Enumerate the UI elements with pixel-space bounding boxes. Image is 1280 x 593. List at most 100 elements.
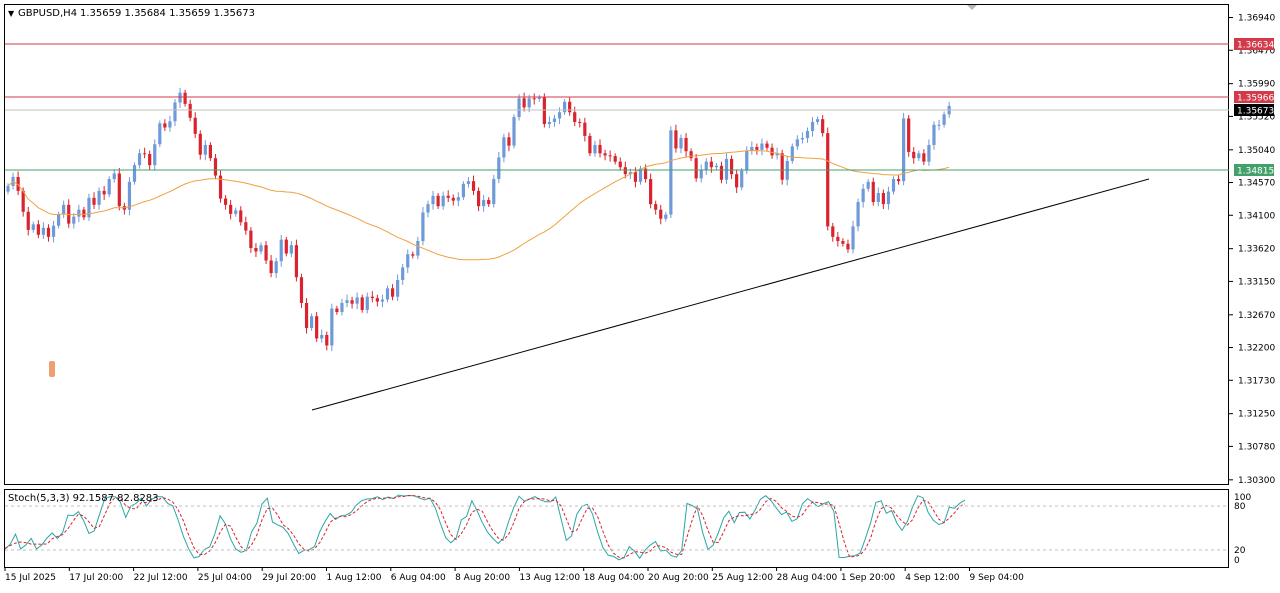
- candles-group: [6, 87, 951, 352]
- candle-body: [325, 335, 329, 346]
- candle-body: [755, 147, 759, 150]
- candle-body: [760, 143, 764, 150]
- candle-body: [805, 131, 810, 138]
- candle-body: [745, 150, 749, 171]
- candle-body: [795, 139, 799, 147]
- candle-body: [249, 230, 253, 248]
- candle-body: [330, 308, 334, 346]
- candle-body: [659, 209, 663, 219]
- candle-body: [269, 260, 273, 274]
- collapse-arrow-icon[interactable]: ▼: [8, 9, 15, 18]
- candle-body: [699, 170, 703, 179]
- candle-body: [158, 123, 162, 145]
- scroll-marker-icon[interactable]: [967, 5, 977, 10]
- time-tick-label: 1 Sep 20:00: [841, 573, 896, 583]
- candle-body: [517, 98, 521, 118]
- candle-body: [937, 124, 941, 126]
- candle-body: [173, 102, 177, 122]
- candle-body: [674, 130, 678, 149]
- time-tick-label: 17 Jul 20:00: [69, 573, 123, 583]
- ohlc-readout: 1.35659 1.35684 1.35659 1.35673: [80, 8, 255, 19]
- candle-body: [259, 245, 263, 252]
- candle-body: [340, 302, 344, 313]
- time-tick-label: 13 Aug 12:00: [519, 573, 580, 583]
- candle-body: [26, 211, 30, 230]
- current-price-tag-text: 1.35673: [1237, 107, 1274, 117]
- candle-body: [547, 121, 552, 125]
- candle-body: [527, 98, 531, 108]
- candle-body: [441, 195, 445, 207]
- time-tick-label: 25 Aug 12:00: [712, 573, 773, 583]
- candle-body: [396, 280, 400, 297]
- candle-body: [588, 135, 592, 154]
- candle-body: [654, 204, 658, 210]
- candle-body: [552, 118, 557, 122]
- candle-body: [51, 225, 56, 237]
- candle-body: [72, 216, 76, 224]
- candle-body: [487, 199, 491, 205]
- candle-body: [932, 124, 936, 145]
- candle-body: [770, 147, 774, 156]
- candle-body: [633, 172, 638, 182]
- candle-body: [765, 143, 769, 148]
- candle-body: [16, 176, 20, 191]
- price-tick-label: 1.36940: [1238, 14, 1275, 24]
- candle-body: [223, 198, 228, 205]
- candle-body: [406, 254, 410, 268]
- candle-body: [613, 156, 617, 162]
- time-axis: 15 Jul 2025 17 Jul 20:00 22 Jul 12:00 25 Ju…: [4, 567, 1024, 583]
- candle-body: [714, 165, 718, 168]
- candle-body: [416, 241, 420, 256]
- candle-body: [390, 288, 395, 297]
- time-tick-label: 28 Aug 04:00: [777, 573, 838, 583]
- candle-body: [360, 297, 364, 310]
- stoch-upper-label: 80: [1234, 502, 1246, 512]
- candle-body: [274, 261, 278, 274]
- resistance-tag-1-text: 1.36634: [1237, 41, 1274, 51]
- trendline[interactable]: [311, 178, 1150, 411]
- candle-body: [664, 214, 668, 219]
- candle-body: [476, 190, 481, 207]
- candle-body: [689, 151, 693, 159]
- candle-body: [411, 254, 415, 256]
- candle-body: [315, 316, 319, 339]
- candle-body: [557, 112, 562, 119]
- candle-body: [87, 197, 91, 218]
- candle-body: [431, 195, 435, 205]
- candle-body: [239, 210, 243, 223]
- candle-body: [117, 173, 121, 207]
- candle-body: [618, 161, 622, 168]
- candle-body: [62, 204, 66, 215]
- candle-body: [299, 277, 304, 303]
- time-tick-label: 25 Jul 04:00: [198, 573, 252, 583]
- candle-body: [401, 267, 405, 281]
- candle-body: [304, 302, 309, 329]
- resistance-tag-1: [1234, 38, 1274, 50]
- price-panel-frame: [4, 4, 1229, 485]
- candle-body: [583, 122, 587, 136]
- candle-body: [800, 137, 805, 140]
- price-axis: 1.36940 1.36470 1.35990 1.35520 1.35040 1.345…: [1229, 14, 1275, 486]
- stoch-lower-label: 20: [1234, 546, 1246, 556]
- candle-body: [188, 103, 192, 118]
- candle-body: [461, 183, 465, 198]
- stoch-max-label: 100: [1234, 493, 1251, 503]
- price-tick-label: 1.31730: [1238, 376, 1275, 386]
- candle-body: [153, 144, 157, 166]
- stoch-min-label: 0: [1234, 556, 1240, 566]
- candle-body: [532, 98, 536, 100]
- candle-body: [385, 288, 390, 300]
- candle-body: [836, 236, 840, 242]
- candle-body: [183, 92, 187, 104]
- time-tick-label: 15 Jul 2025: [5, 573, 56, 583]
- candle-body: [466, 181, 471, 184]
- candle-body: [482, 199, 486, 207]
- candle-body: [426, 204, 430, 213]
- candle-body: [775, 153, 779, 156]
- candle-body: [679, 137, 683, 149]
- candle-body: [492, 179, 496, 205]
- candle-body: [82, 209, 86, 218]
- candle-body: [643, 168, 648, 180]
- price-tick-label: 1.34100: [1238, 211, 1275, 221]
